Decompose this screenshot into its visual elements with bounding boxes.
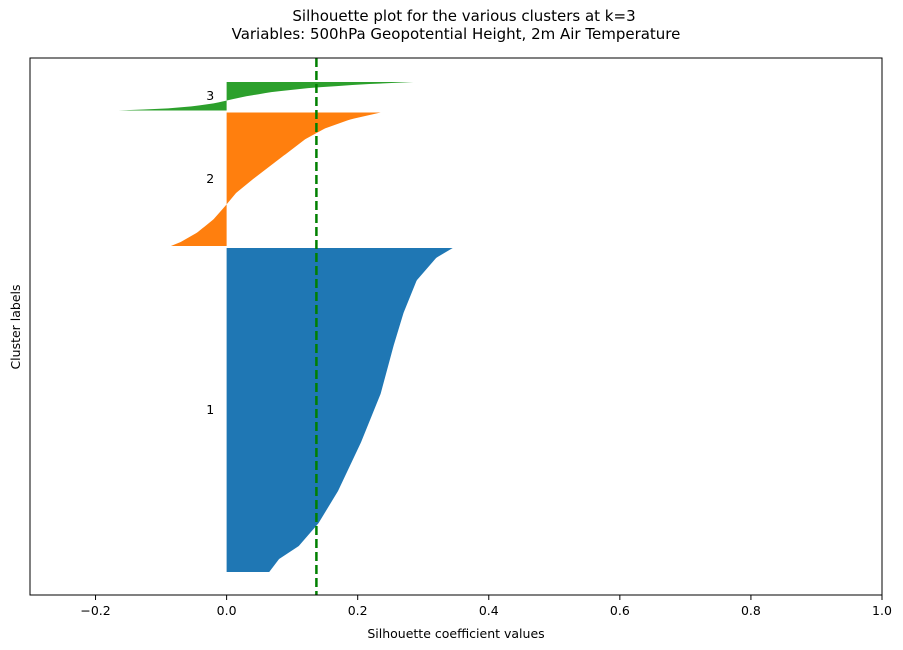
- cluster-1-silhouette: [226, 248, 453, 572]
- x-tick-label: 0.2: [348, 603, 368, 618]
- x-tick-label: 0.6: [610, 603, 630, 618]
- chart-subtitle: Variables: 500hPa Geopotential Height, 2…: [232, 25, 681, 43]
- cluster-label-2: 2: [206, 171, 214, 186]
- plot-frame: [29, 57, 883, 596]
- cluster-label-3: 3: [206, 88, 214, 103]
- cluster-labels: 1 2 3: [206, 88, 214, 417]
- x-axis-ticks: −0.2 0.0 0.2 0.4 0.6 0.8 1.0: [80, 595, 892, 618]
- x-tick-label: 0.0: [217, 603, 237, 618]
- x-tick-label: −0.2: [80, 603, 110, 618]
- x-tick-label: 0.8: [741, 603, 761, 618]
- cluster-label-1: 1: [206, 402, 214, 417]
- x-tick-label: 0.4: [479, 603, 499, 618]
- y-axis-label: Cluster labels: [8, 284, 23, 369]
- chart-title: Silhouette plot for the various clusters…: [292, 7, 635, 25]
- x-tick-label: 1.0: [872, 603, 892, 618]
- cluster-3-silhouette: [118, 82, 414, 111]
- x-axis-label: Silhouette coefficient values: [367, 626, 544, 641]
- silhouette-bars: [118, 82, 453, 572]
- cluster-2-silhouette: [170, 112, 381, 246]
